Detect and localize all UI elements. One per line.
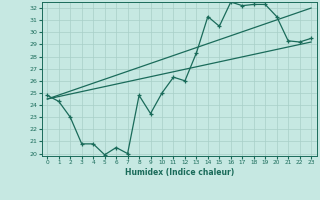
- X-axis label: Humidex (Indice chaleur): Humidex (Indice chaleur): [124, 168, 234, 177]
